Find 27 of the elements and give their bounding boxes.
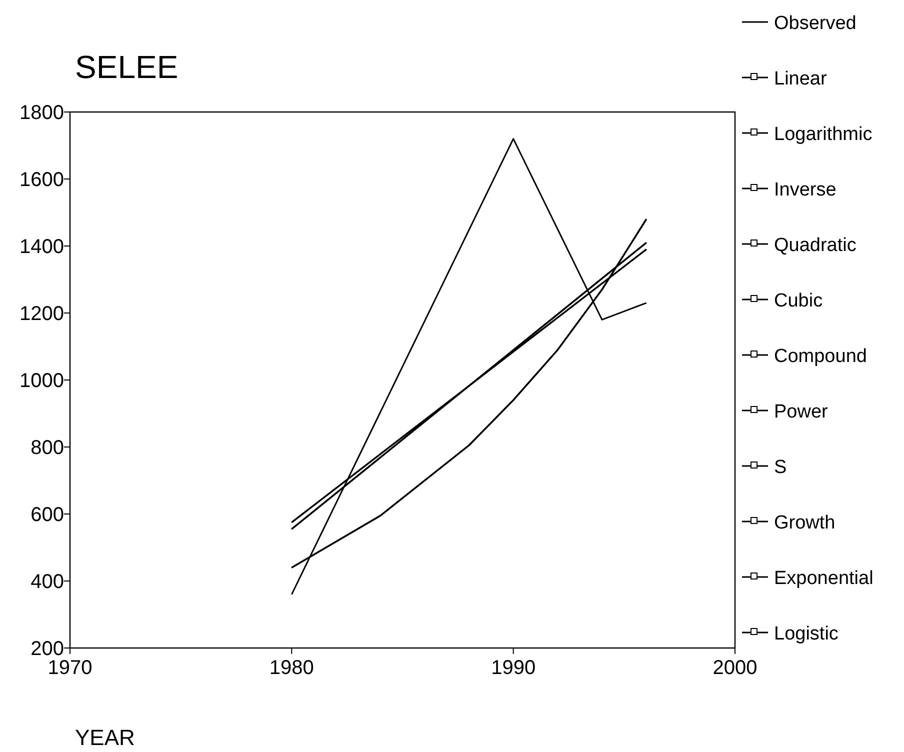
legend-label: Linear bbox=[774, 68, 828, 90]
y-tick-label: 1200 bbox=[20, 303, 64, 325]
legend-label: Logarithmic bbox=[774, 124, 872, 145]
legend-label: Logistic bbox=[774, 624, 838, 644]
legend-label: S bbox=[774, 457, 787, 478]
x-tick-label: 1980 bbox=[269, 657, 314, 679]
y-tick-label: 1400 bbox=[20, 236, 64, 258]
legend-label: Quadratic bbox=[774, 235, 856, 256]
y-tick-label: 400 bbox=[30, 571, 64, 593]
y-tick-label: 1800 bbox=[20, 102, 64, 124]
legend-label: Growth bbox=[774, 512, 836, 534]
legend-label: Compound bbox=[774, 346, 867, 367]
y-tick-label: 1000 bbox=[20, 370, 64, 392]
y-tick-label: 1600 bbox=[20, 169, 64, 191]
y-tick-label: 800 bbox=[30, 437, 64, 459]
legend-label: Inverse bbox=[774, 180, 836, 200]
y-tick-label: 600 bbox=[30, 504, 64, 526]
y-tick-label: 200 bbox=[30, 638, 64, 660]
x-tick-label: 2000 bbox=[712, 657, 758, 679]
x-axis-title: YEAR bbox=[75, 725, 135, 750]
x-tick-label: 1970 bbox=[48, 657, 92, 679]
legend-label: Power bbox=[774, 402, 829, 422]
x-tick-label: 1990 bbox=[491, 657, 536, 679]
legend-label: Observed bbox=[774, 13, 856, 34]
legend-label: Cubic bbox=[774, 290, 823, 312]
chart-title: SELEE bbox=[75, 49, 178, 85]
legend-label: Exponential bbox=[774, 568, 874, 589]
